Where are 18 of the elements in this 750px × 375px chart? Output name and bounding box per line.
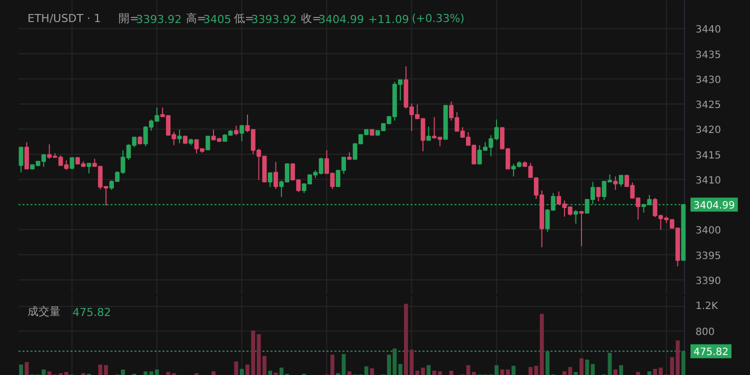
text: 成交量 bbox=[28, 305, 60, 318]
y-tick-label: 3415 bbox=[696, 150, 721, 162]
text: 475.82 bbox=[72, 306, 111, 319]
y-tick-label: 1.2K bbox=[696, 300, 718, 312]
y-tick-label: 800 bbox=[696, 327, 715, 338]
ref-line-label: 475.82 bbox=[694, 347, 728, 358]
ref-line-label: 3404.99 bbox=[694, 200, 735, 212]
y-tick-label: 3425 bbox=[696, 100, 721, 112]
y-tick-label: 3400 bbox=[696, 226, 721, 237]
y-tick-label: 3440 bbox=[696, 24, 721, 36]
y-tick-label: 3420 bbox=[696, 125, 721, 136]
text: ETH/USDT · 1 bbox=[28, 12, 101, 25]
y-tick-label: 3390 bbox=[696, 276, 721, 287]
y-tick-label: 3395 bbox=[696, 250, 721, 262]
y-tick-label: 3410 bbox=[696, 175, 721, 186]
y-tick-label: 3435 bbox=[696, 50, 721, 61]
text: 開=3393.92 高=3405 低=3393.92 收=3404.99 +11.09 (+0.33%) bbox=[118, 12, 464, 26]
y-tick-label: 3430 bbox=[696, 74, 721, 86]
